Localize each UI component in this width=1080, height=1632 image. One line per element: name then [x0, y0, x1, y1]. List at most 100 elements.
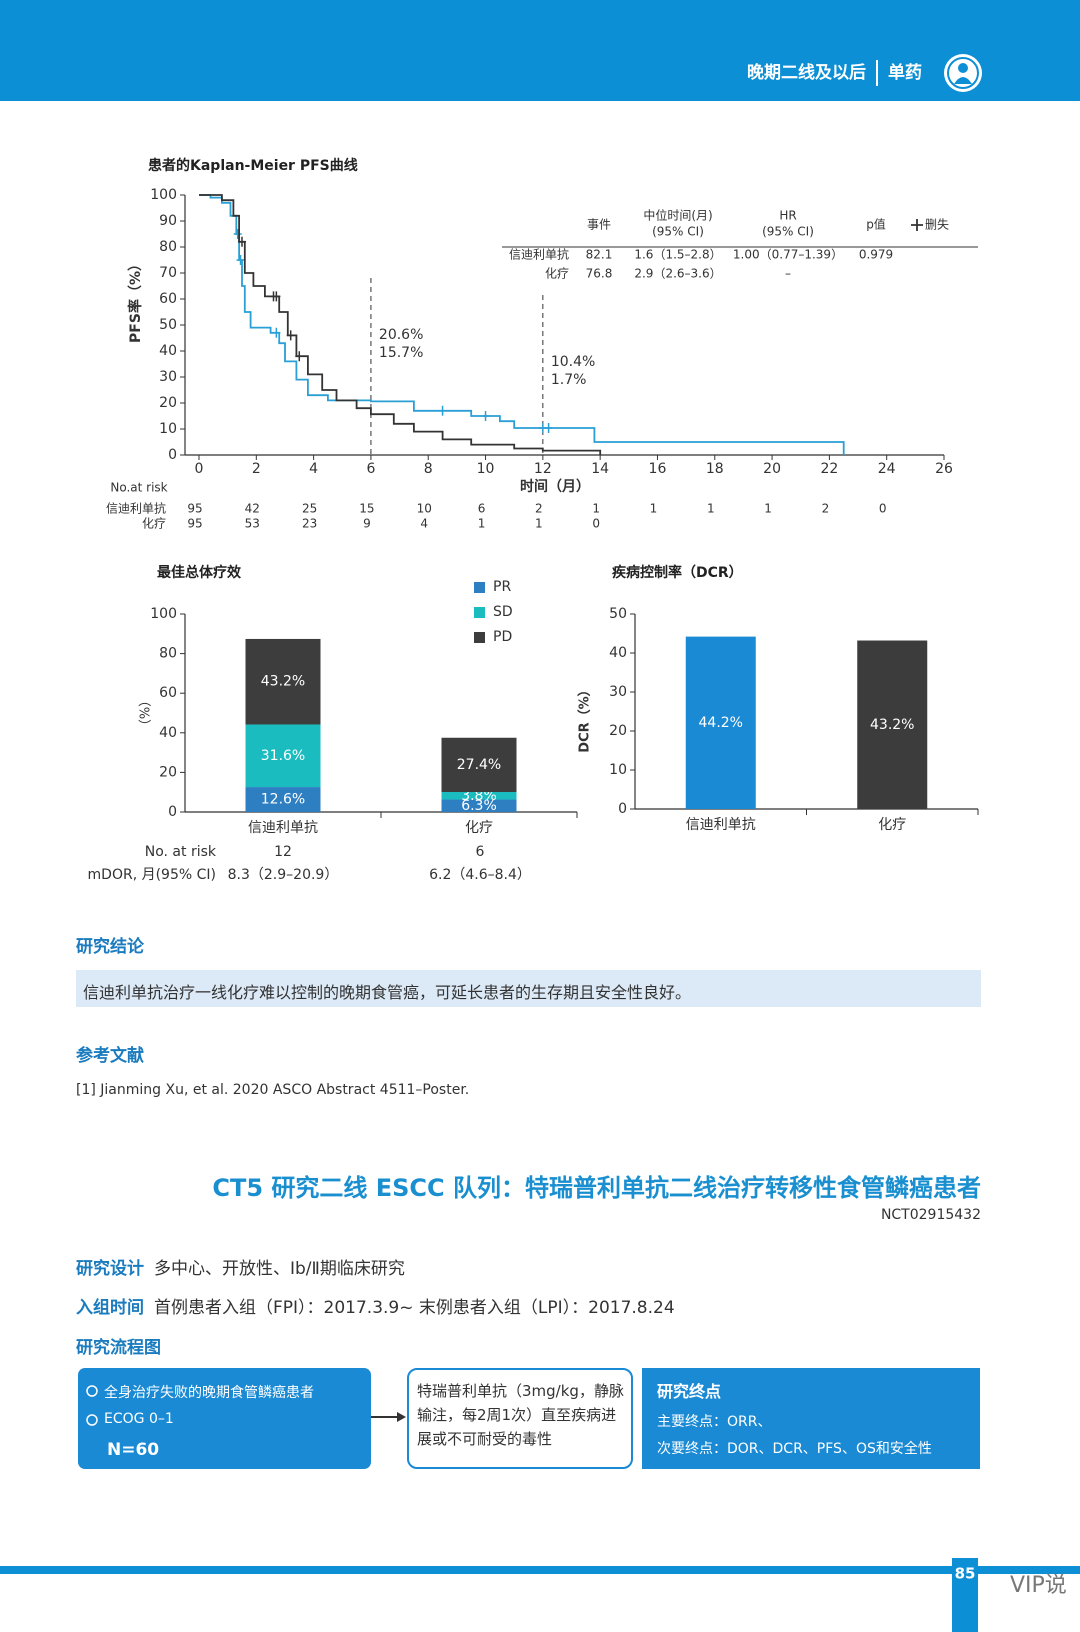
risk-value: 1: [707, 502, 715, 516]
risk-value: 1: [478, 517, 486, 531]
bar-segment: [441, 737, 517, 793]
y-tick-label: 80: [159, 239, 177, 255]
risk-value: 9: [363, 517, 371, 531]
km-title: 患者的Kaplan-Meier PFS曲线: [148, 157, 358, 174]
x-tick-label: 8: [424, 461, 433, 477]
summary-cell: 1.00（0.77–1.39）: [733, 248, 843, 262]
y-tick-label: 90: [159, 213, 177, 229]
row-label: No. at risk: [145, 844, 217, 860]
value-label: 27.4%: [457, 757, 501, 773]
header-icon-head: [958, 63, 968, 73]
value-label: 43.2%: [870, 717, 914, 733]
x-tick-label: 26: [935, 461, 953, 477]
risk-row-label: 化疗: [142, 517, 166, 531]
design-row: 研究设计 多中心、开放性、Ⅰb/Ⅱ期临床研究: [76, 1254, 405, 1279]
design-text: 多中心、开放性、Ⅰb/Ⅱ期临床研究: [154, 1259, 405, 1279]
response-y-label: （%）: [139, 694, 154, 732]
treatment-text: 特瑞普利单抗（3mg/kg，静脉输注，每2周1次）直至疾病进展或不可耐受的毒性: [417, 1382, 624, 1448]
reference-item: [1] Jianming Xu, et al. 2020 ASCO Abstra…: [76, 1082, 470, 1098]
risk-value: 42: [245, 502, 260, 516]
y-tick-label: 60: [159, 291, 177, 307]
censor-legend-label: 删失: [925, 217, 949, 232]
y-tick-label: 60: [159, 685, 177, 701]
flow-heading: 研究流程图: [76, 1338, 161, 1358]
risk-value: 2: [822, 502, 830, 516]
legend-swatch: [474, 582, 485, 593]
dcr-y-label: DCR（%）: [577, 683, 593, 752]
x-tick-label: 化疗: [465, 820, 493, 836]
response-title: 最佳总体疗效: [157, 564, 242, 581]
reference-label: 20.6%: [379, 327, 423, 343]
page-number: 85: [955, 1565, 976, 1583]
summary-cell: –: [785, 267, 791, 281]
header-icon-body: [954, 77, 972, 84]
risk-label: No.at risk: [110, 481, 167, 495]
bar-segment: [441, 792, 517, 800]
row-value: 12: [274, 844, 292, 860]
legend-label: PR: [493, 579, 511, 595]
design-label: 研究设计: [76, 1259, 144, 1279]
censor-mark: [286, 330, 295, 341]
value-label: 43.2%: [261, 674, 305, 690]
row-value: 6: [476, 844, 485, 860]
risk-value: 0: [592, 517, 600, 531]
risk-value: 53: [245, 517, 260, 531]
conclusion-heading: 研究结论: [76, 937, 144, 957]
reference-label: 10.4%: [551, 354, 595, 370]
censor-mark: [438, 405, 447, 416]
value-label: 12.6%: [261, 792, 305, 808]
x-tick-label: 16: [649, 461, 667, 477]
bar-segment: [245, 638, 321, 725]
y-tick-label: 70: [159, 265, 177, 281]
y-tick-label: 30: [609, 684, 627, 700]
x-tick-label: 20: [763, 461, 781, 477]
summary-header: p值: [866, 217, 886, 232]
risk-value: 1: [650, 502, 658, 516]
summary-cell: 82.1: [586, 248, 613, 262]
y-tick-label: 20: [609, 723, 627, 739]
dcr-title: 疾病控制率（DCR）: [612, 564, 743, 581]
watermark: VIP说: [1010, 1573, 1067, 1598]
y-tick-label: 50: [159, 317, 177, 333]
y-tick-label: 20: [159, 395, 177, 411]
km-curve: [199, 194, 602, 455]
x-tick-label: 12: [534, 461, 552, 477]
endpoints-title: 研究终点: [657, 1382, 722, 1401]
risk-value: 1: [535, 517, 543, 531]
x-tick-label: 6: [366, 461, 375, 477]
study-title: CT5 研究二线 ESCC 队列：特瑞普利单抗二线治疗转移性食管鳞癌患者: [212, 1174, 981, 1202]
summary-cell: 2.9（2.6–3.6）: [634, 267, 721, 281]
summary-cell: 0.979: [859, 248, 893, 262]
y-tick-label: 0: [168, 804, 177, 820]
x-tick-label: 信迪利单抗: [248, 820, 318, 836]
endpoints-box: [642, 1368, 980, 1469]
censor-mark: [481, 411, 490, 421]
value-label: 31.6%: [261, 748, 305, 764]
row-value: 6.2（4.6–8.4）: [429, 867, 531, 883]
footer-bar: [0, 1566, 1080, 1574]
summary-header: HR: [779, 209, 796, 223]
summary-header: (95% CI): [652, 225, 704, 239]
km-curve: [199, 194, 845, 455]
risk-value: 10: [417, 502, 432, 516]
censor-mark: [272, 291, 281, 302]
population-box: [78, 1368, 371, 1469]
x-tick-label: 22: [820, 461, 838, 477]
header-section: 晚期二线及以后: [747, 62, 866, 83]
header-subsection: 单药: [888, 62, 922, 83]
x-tick-label: 化疗: [878, 817, 906, 833]
risk-row-label: 信迪利单抗: [106, 501, 166, 516]
bar-segment: [245, 724, 321, 788]
endpoint-item: 次要终点：DOR、DCR、PFS、OS和安全性: [657, 1441, 932, 1457]
population-item: 全身治疗失败的晚期食管鳞癌患者: [104, 1385, 314, 1401]
summary-header: (95% CI): [762, 225, 814, 239]
bar-segment: [441, 799, 517, 812]
value-label: 44.2%: [699, 715, 743, 731]
enrollment-label: 入组时间: [76, 1298, 144, 1318]
summary-cell: 76.8: [586, 267, 613, 281]
risk-value: 0: [879, 502, 887, 516]
y-tick-label: 100: [150, 606, 177, 622]
y-tick-label: 40: [159, 343, 177, 359]
x-tick-label: 24: [878, 461, 896, 477]
